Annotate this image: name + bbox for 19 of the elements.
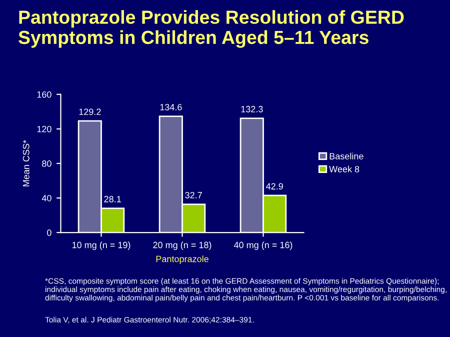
y-tick-label: 120 [37, 126, 52, 132]
legend-label: Week 8 [329, 166, 360, 172]
y-tick-label: 80 [42, 160, 52, 167]
chart-title: Pantoprazole Provides Resolution of GERD Symptoms in Children Aged 5–11 Years [18, 10, 404, 48]
x-tick-label: 20 mg (n = 18) [153, 242, 212, 250]
legend-label: Baseline [330, 152, 364, 160]
y-axis-title: Mean CSS* [22, 140, 30, 186]
y-tick-label: 40 [42, 194, 52, 202]
y-tick-label: 160 [37, 91, 52, 98]
x-axis-title: Pantoprazole [156, 256, 208, 264]
data-label: 32.7 [185, 192, 202, 198]
y-tick-label: 0 [47, 229, 52, 236]
data-label: 28.1 [104, 196, 121, 202]
x-tick-label: 10 mg (n = 19) [72, 242, 130, 250]
data-label: 129.2 [79, 108, 101, 116]
data-label: 42.9 [266, 183, 283, 190]
x-tick-label: 40 mg (n = 16) [234, 242, 292, 250]
data-label: 134.6 [160, 104, 182, 110]
data-label: 132.3 [241, 106, 263, 112]
